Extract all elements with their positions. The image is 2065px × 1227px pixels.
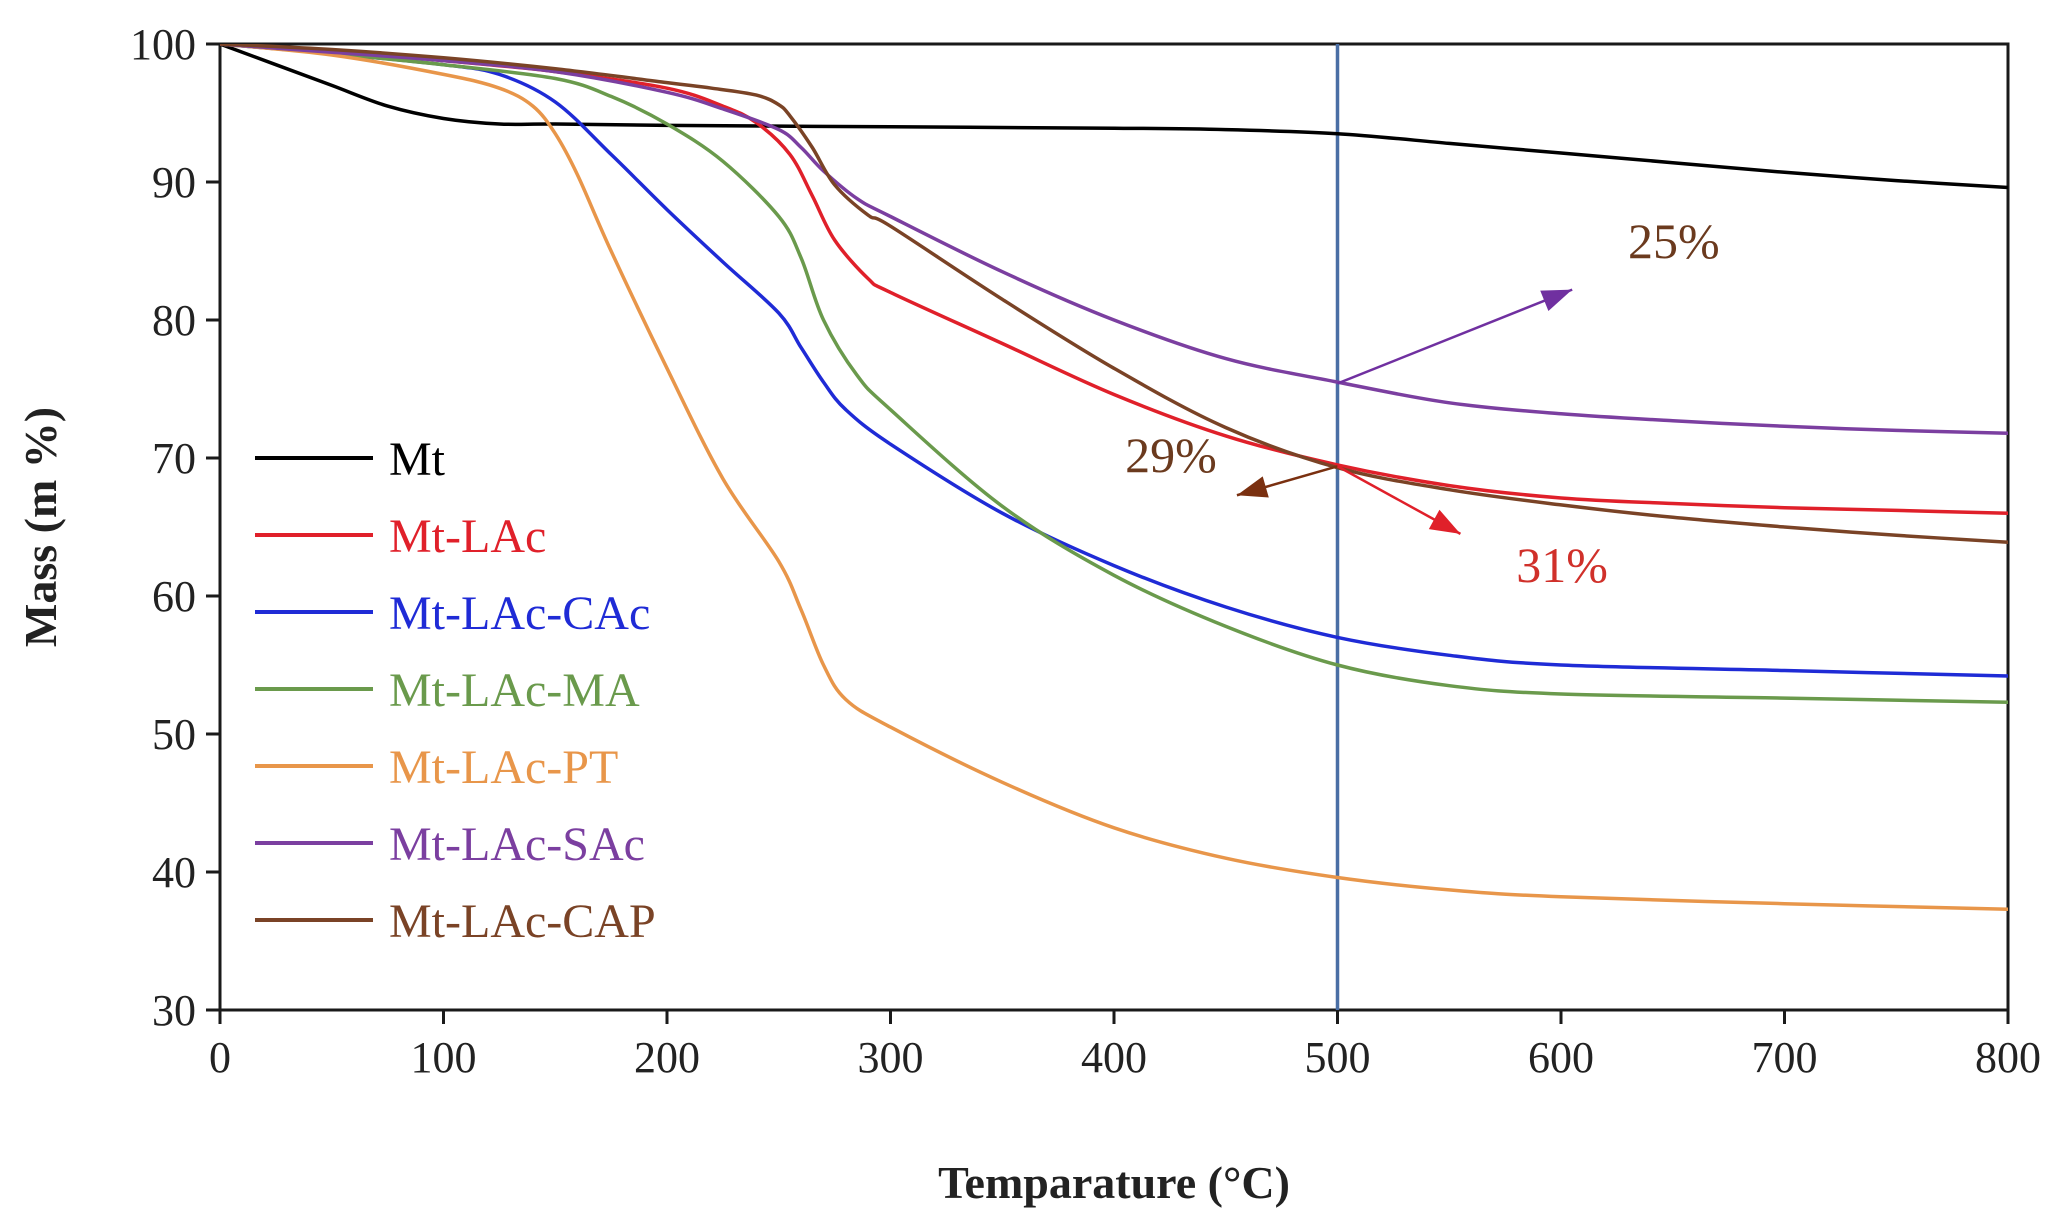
- y-axis: 30 40 50 60 70 80 90 100: [130, 20, 220, 1035]
- annotation-arrowhead-2: [1428, 509, 1461, 534]
- y-tick-label-90: 90: [152, 158, 196, 207]
- y-tick-label-40: 40: [152, 848, 196, 897]
- annotation-arrow-0: [1337, 288, 1573, 385]
- x-tick-label-700: 700: [1752, 1033, 1818, 1082]
- y-tick-label-100: 100: [130, 20, 196, 69]
- series-line-mt-lac-sac: [220, 44, 2008, 435]
- x-tick-label-300: 300: [858, 1033, 924, 1082]
- annotation-label-0: 25%: [1628, 213, 1720, 269]
- x-tick-label-800: 800: [1975, 1033, 2041, 1082]
- legend-label-mt-lac: Mt-LAc: [389, 510, 546, 563]
- y-tick-label-80: 80: [152, 296, 196, 345]
- annotation-label-1: 29%: [1125, 427, 1217, 483]
- x-tick-label-400: 400: [1081, 1033, 1147, 1082]
- annotation-layer: 25% 29% 31%: [1125, 213, 1720, 593]
- legend: Mt Mt-LAc Mt-LAc-CAc Mt-LAc-MA Mt-LAc-PT Mt-L…: [255, 433, 656, 948]
- x-tick-label-0: 0: [209, 1033, 231, 1082]
- series-layer: [220, 44, 2008, 912]
- series-line-mt-lac-pt: [220, 44, 2008, 912]
- x-tick-label-200: 200: [634, 1033, 700, 1082]
- y-tick-label-60: 60: [152, 572, 196, 621]
- series-line-mt: [220, 44, 2008, 190]
- legend-label-mt-lac-cap: Mt-LAc-CAP: [389, 895, 656, 948]
- x-tick-label-500: 500: [1305, 1033, 1371, 1082]
- series-line-mt-lac: [220, 44, 2008, 515]
- y-axis-title: Mass (m %): [15, 407, 66, 647]
- annotation-arrowhead-1: [1236, 476, 1269, 498]
- annotation-arrowhead-0: [1540, 289, 1573, 311]
- x-axis: 0 100 200 300 400 500 600 700 800: [209, 1010, 2041, 1082]
- y-tick-label-30: 30: [152, 986, 196, 1035]
- x-tick-label-600: 600: [1528, 1033, 1594, 1082]
- legend-label-mt: Mt: [389, 433, 446, 486]
- legend-label-mt-lac-ma: Mt-LAc-MA: [389, 664, 640, 717]
- legend-label-mt-lac-cac: Mt-LAc-CAc: [389, 587, 650, 640]
- legend-label-mt-lac-sac: Mt-LAc-SAc: [389, 818, 645, 871]
- legend-label-mt-lac-pt: Mt-LAc-PT: [389, 741, 618, 794]
- x-axis-title: Temparature (°C): [938, 1157, 1290, 1208]
- x-tick-label-100: 100: [411, 1033, 477, 1082]
- series-line-mt-lac-cac: [220, 44, 2008, 678]
- y-tick-label-50: 50: [152, 710, 196, 759]
- series-line-mt-lac-ma: [220, 44, 2008, 705]
- y-tick-label-70: 70: [152, 434, 196, 483]
- series-line-mt-lac-cap: [220, 44, 2008, 544]
- annotation-label-2: 31%: [1516, 537, 1608, 593]
